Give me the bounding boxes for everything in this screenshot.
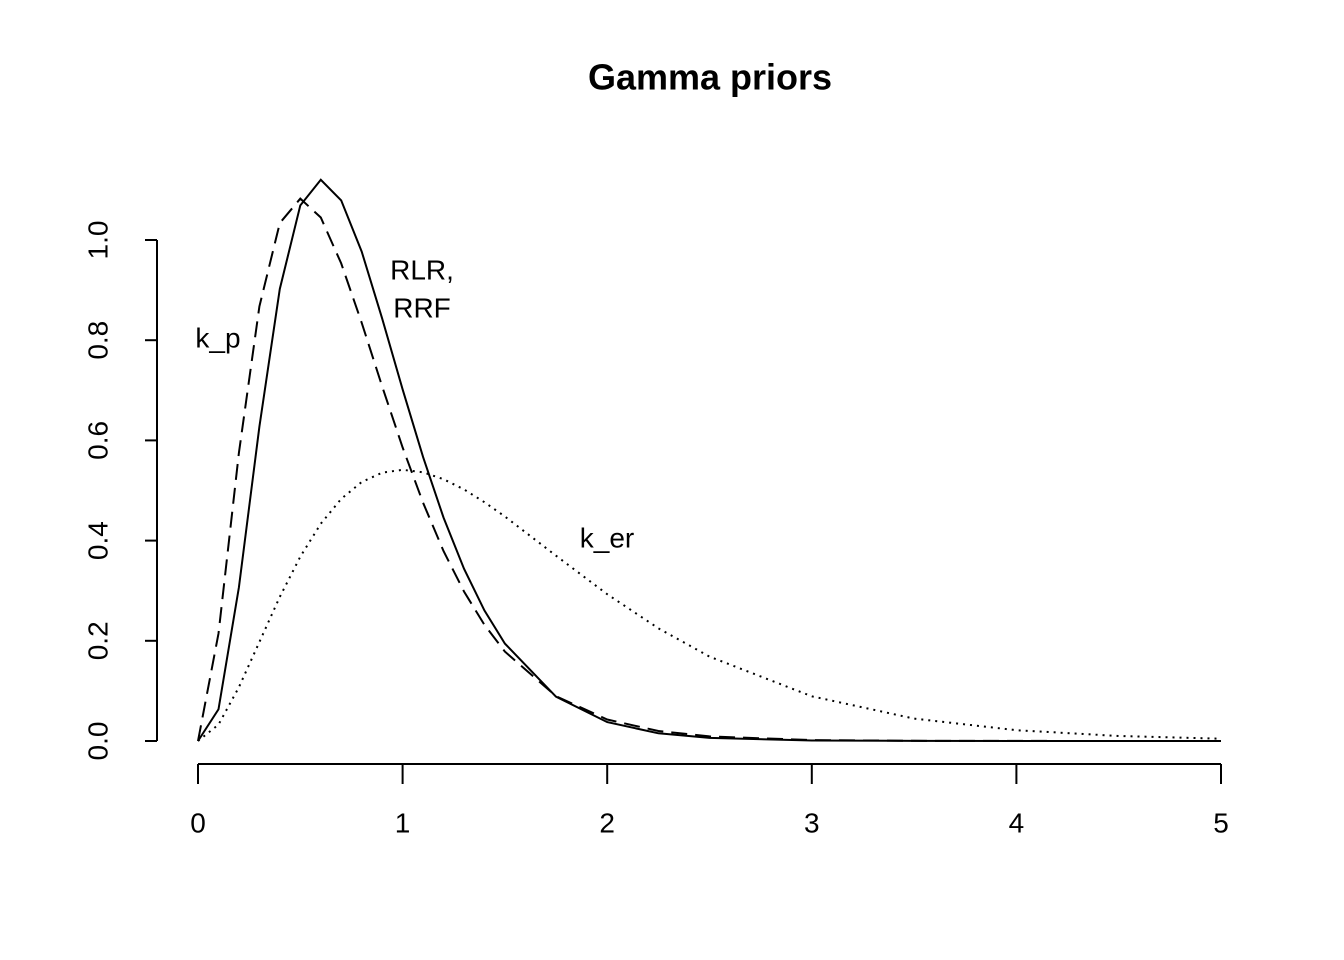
annotation: RRF [393,292,451,323]
line-series [197,178,1221,742]
y-tick-label: 0.8 [82,321,113,360]
y-tick-label: 1.0 [82,221,113,260]
y-tick-label: 0.4 [82,521,113,560]
y-tick-label: 0.6 [82,421,113,460]
y-tick-label: 0.0 [82,722,113,761]
x-tick-label: 0 [190,807,206,838]
annotation: k_er [580,522,634,553]
line-series [197,197,1221,742]
x-tick-label: 2 [599,807,615,838]
x-tick-label: 1 [395,807,411,838]
annotation: RLR, [390,254,454,285]
annotation: k_p [195,322,240,353]
x-tick-label: 4 [1009,807,1025,838]
line-series [197,468,1222,742]
chart-title: Gamma priors [588,57,832,98]
y-tick-label: 0.2 [82,621,113,660]
x-tick-label: 5 [1213,807,1229,838]
x-tick-label: 3 [804,807,820,838]
